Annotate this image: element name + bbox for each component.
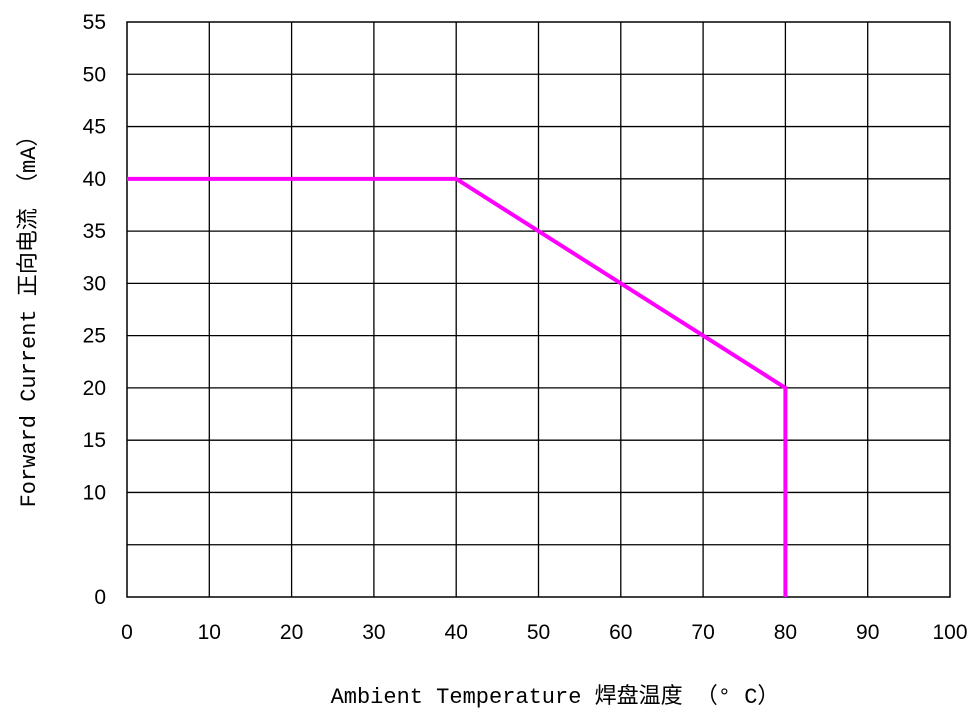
y-tick-label: 40 xyxy=(83,168,106,191)
y-tick-label: 25 xyxy=(83,325,106,348)
y-tick-label: 15 xyxy=(83,429,106,452)
y-tick-label: 10 xyxy=(83,481,106,504)
y-tick-label: 20 xyxy=(83,377,106,400)
x-tick-label: 100 xyxy=(932,621,967,644)
x-tick-label: 80 xyxy=(774,621,797,644)
series-layer xyxy=(127,176,788,597)
x-tick-label: 40 xyxy=(445,621,468,644)
y-tick-label: 45 xyxy=(83,116,106,139)
x-tick-label: 30 xyxy=(362,621,385,644)
y-tick-label: 30 xyxy=(83,272,106,295)
plot-area-frame xyxy=(126,21,951,598)
y-tick-label: 50 xyxy=(83,63,106,86)
x-tick-label: 90 xyxy=(856,621,879,644)
x-tick-label: 60 xyxy=(609,621,632,644)
y-tick-label: 0 xyxy=(94,586,106,609)
x-axis-ticks: 0 10 20 30 40 50 60 70 80 90 100 xyxy=(121,621,967,644)
grid xyxy=(127,22,950,597)
x-tick-label: 20 xyxy=(280,621,303,644)
x-tick-label: 70 xyxy=(691,621,714,644)
derating-curve-line xyxy=(127,176,788,597)
y-tick-label: 35 xyxy=(83,220,106,243)
y-tick-label: 55 xyxy=(83,11,106,34)
x-axis-title: Ambient Temperature 焊盘温度 （° C） xyxy=(331,684,780,710)
x-tick-label: 50 xyxy=(527,621,550,644)
y-axis-title: Forward Current 正向电流 （mA） xyxy=(16,125,42,508)
x-tick-label: 0 xyxy=(121,621,133,644)
x-tick-label: 10 xyxy=(198,621,221,644)
y-axis-ticks: 0 10 15 20 25 30 35 40 45 50 55 xyxy=(83,11,106,609)
